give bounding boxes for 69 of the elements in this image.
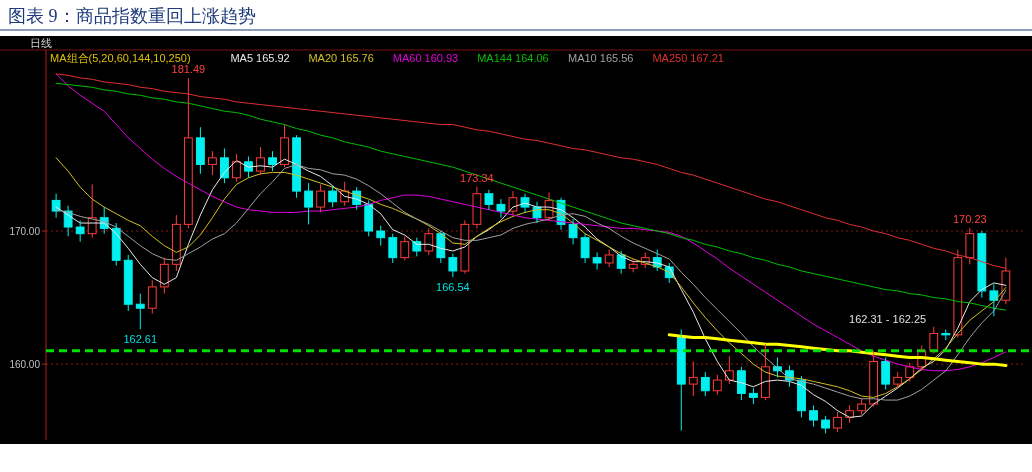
- candlestick: [147, 279, 157, 315]
- chart-title: 图表 9：商品指数重回上涨趋势: [8, 6, 256, 26]
- candlestick: [304, 182, 313, 225]
- annotation: 170.23: [952, 212, 987, 225]
- candlestick: [989, 283, 999, 317]
- candlestick: [316, 183, 326, 213]
- candlestick: [195, 126, 205, 175]
- candlestick: [268, 150, 277, 172]
- candlestick: [953, 249, 963, 339]
- candlestick: [568, 218, 578, 245]
- candlestick: [857, 398, 867, 416]
- candlestick: [135, 293, 145, 330]
- candlestick: [688, 360, 698, 397]
- candlestick: [893, 371, 903, 389]
- candlestick: [869, 350, 879, 408]
- candlestick: [183, 77, 193, 229]
- candlestick: [592, 251, 602, 271]
- candlestick: [580, 233, 590, 264]
- text: MA10 165.56: [568, 52, 634, 64]
- candlestick: [364, 199, 374, 237]
- annotation: 166.54: [436, 281, 470, 294]
- candlestick: [604, 249, 614, 268]
- candlestick: [328, 185, 338, 208]
- candlestick: [712, 374, 722, 396]
- candlestick: [881, 356, 891, 390]
- candlestick: [220, 148, 229, 184]
- candlestick: [761, 343, 770, 401]
- candlestick: [472, 186, 482, 229]
- text: MA250 167.21: [652, 52, 724, 64]
- candlestick: [51, 193, 61, 219]
- candlestick: [111, 222, 121, 267]
- annotation: 181.49: [171, 63, 206, 76]
- candlestick: [676, 329, 686, 432]
- candlestick: [232, 153, 241, 183]
- candlestick: [436, 230, 446, 264]
- y-tick-label: 170.00: [9, 225, 41, 237]
- legend-title: MA组合(5,20,60,144,10,250): [50, 52, 191, 64]
- chart-subtitle: 日线: [30, 37, 52, 49]
- candlestick: [208, 150, 217, 176]
- candlestick: [280, 124, 289, 168]
- text: MA5 165.92: [230, 52, 290, 64]
- annotation: 162.61: [123, 333, 158, 346]
- line-series: [667, 333, 1008, 367]
- line-series: [55, 82, 1007, 311]
- candlestick: [616, 250, 626, 275]
- candlestick: [376, 225, 386, 247]
- candlestick: [460, 219, 470, 275]
- candlestick: [736, 366, 746, 401]
- annotation: 162.31 - 162.25: [849, 313, 927, 325]
- candlestick: [496, 198, 506, 219]
- candlestick: [123, 254, 133, 312]
- candlestick: [821, 415, 830, 434]
- candlestick: [424, 227, 434, 256]
- candlestick: [809, 404, 818, 428]
- candlestick: [388, 233, 398, 264]
- candlestick: [292, 134, 301, 199]
- candlestick: [75, 219, 85, 243]
- candlestick: [448, 253, 458, 278]
- candlestick: [484, 189, 494, 211]
- candlestick: [700, 371, 710, 397]
- candlestick: [628, 258, 638, 273]
- text: MA144 164.06: [477, 52, 549, 64]
- candlestick: [833, 411, 842, 433]
- candlestick: [749, 387, 758, 405]
- candlestick: [977, 230, 987, 299]
- y-tick-label: 160.00: [9, 358, 41, 370]
- candlestick: [171, 214, 181, 272]
- text: MA20 165.76: [308, 52, 374, 64]
- text: MA60 160.93: [392, 52, 459, 64]
